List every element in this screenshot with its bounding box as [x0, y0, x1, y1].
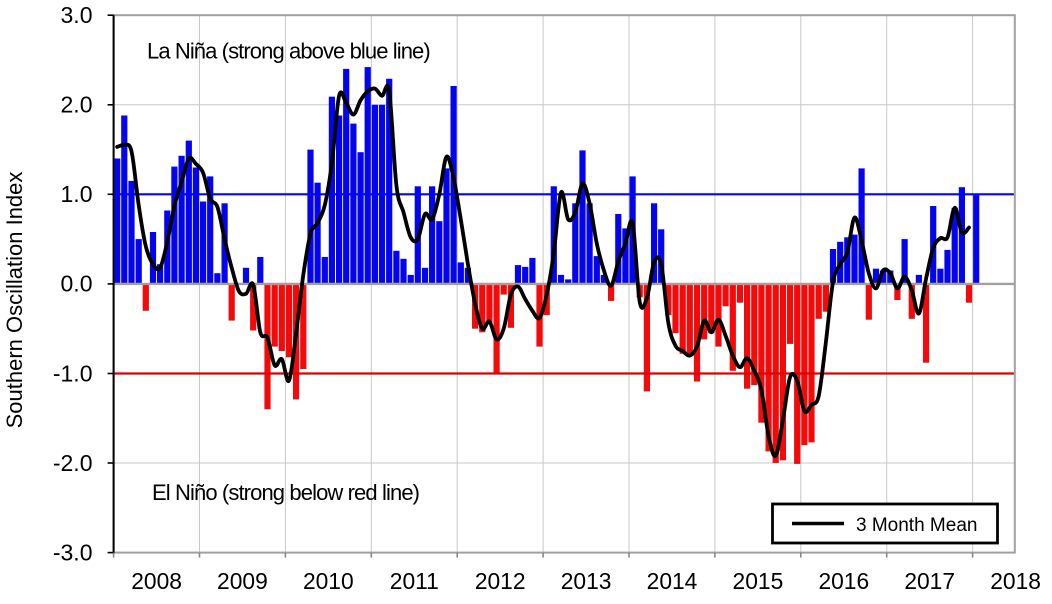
svg-text:La Niña (strong above blue lin: La Niña (strong above blue line): [147, 39, 431, 64]
svg-text:2015: 2015: [733, 568, 784, 594]
svg-text:Southern Oscillation Index: Southern Oscillation Index: [2, 172, 27, 429]
svg-text:El Niño (strong below red line: El Niño (strong below red line): [152, 480, 420, 505]
svg-text:2012: 2012: [475, 568, 526, 594]
svg-text:-1.0: -1.0: [53, 360, 93, 386]
svg-text:2014: 2014: [647, 568, 698, 594]
svg-text:2008: 2008: [131, 568, 182, 594]
svg-text:2018: 2018: [990, 568, 1041, 594]
svg-text:2011: 2011: [390, 568, 439, 594]
svg-text:3.0: 3.0: [61, 2, 93, 28]
svg-text:2010: 2010: [303, 568, 354, 594]
svg-text:-2.0: -2.0: [53, 450, 93, 476]
svg-text:2.0: 2.0: [61, 92, 93, 118]
svg-text:2013: 2013: [561, 568, 612, 594]
svg-text:2009: 2009: [217, 568, 268, 594]
svg-text:-3.0: -3.0: [53, 539, 93, 565]
svg-text:3 Month Mean: 3 Month Mean: [856, 515, 977, 536]
svg-text:0.0: 0.0: [61, 271, 93, 297]
svg-text:2017: 2017: [904, 568, 955, 594]
svg-text:1.0: 1.0: [61, 181, 93, 207]
svg-text:2016: 2016: [818, 568, 869, 594]
